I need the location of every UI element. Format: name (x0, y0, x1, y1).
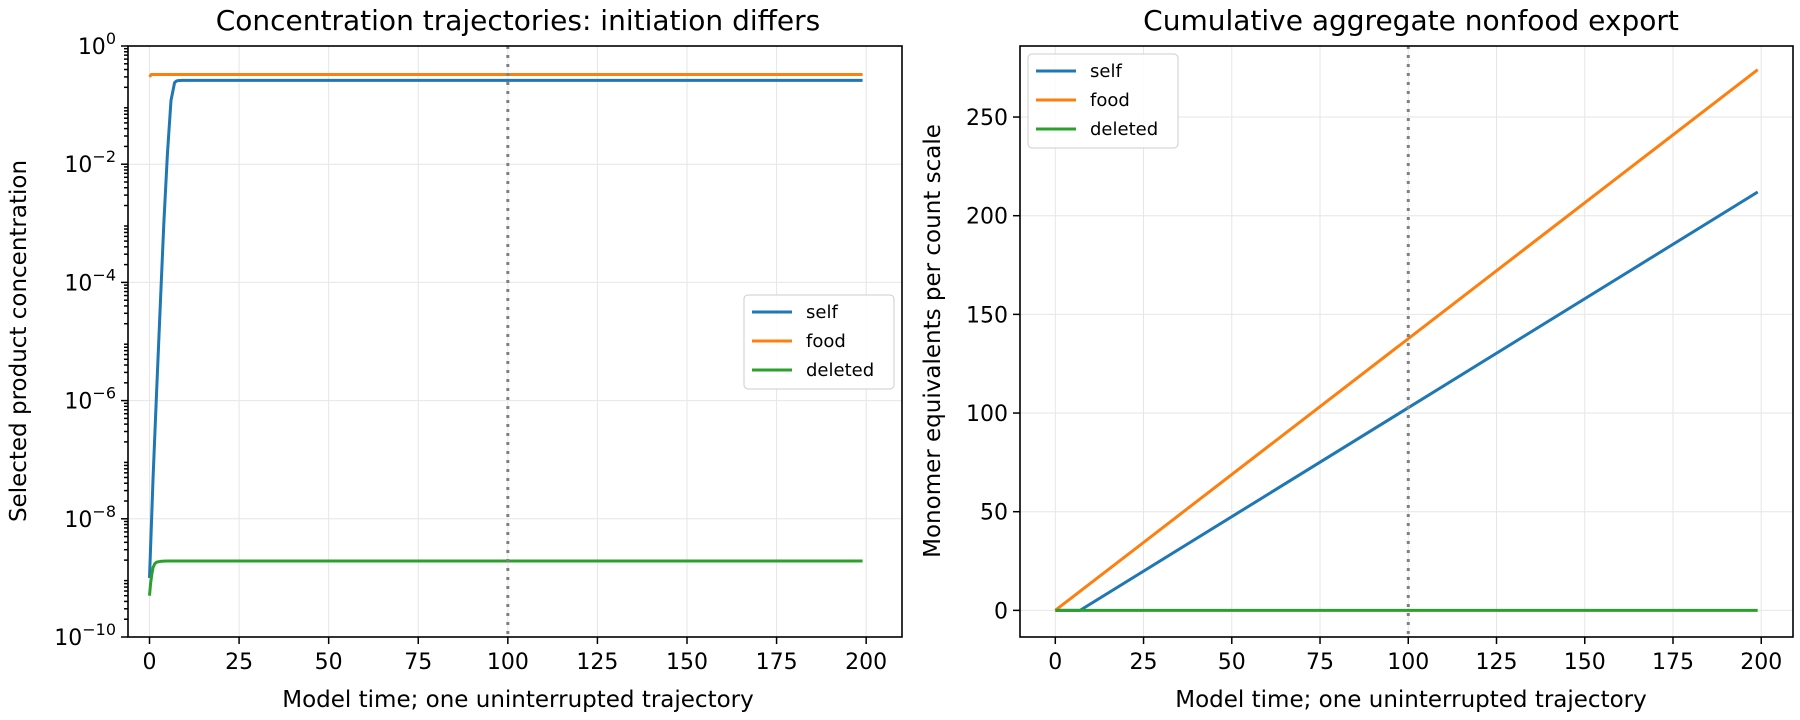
x-tick-label: 75 (404, 650, 432, 675)
legend-box (1027, 53, 1179, 149)
chart-title: Concentration trajectories: initiation d… (216, 4, 821, 37)
x-tick-label: 125 (1476, 650, 1518, 675)
legend-label-self: self (806, 302, 838, 323)
x-tick-label: 175 (756, 650, 798, 675)
series-line-self (1055, 190, 1759, 612)
x-tick-label: 150 (666, 650, 708, 675)
series-line-food (148, 72, 863, 78)
x-tick-label: 200 (845, 650, 887, 675)
y-tick-label: 100 (78, 29, 116, 60)
y-tick-label: 10−8 (64, 502, 116, 533)
y-tick-label: 200 (966, 205, 1008, 230)
y-tick-label: 100 (966, 402, 1008, 427)
x-axis-label: Model time; one uninterrupted trajectory (1175, 687, 1646, 713)
legend-label-deleted: deleted (806, 360, 874, 381)
x-tick-label: 75 (1306, 650, 1334, 675)
x-tick-label: 175 (1652, 650, 1694, 675)
y-tick-label: 250 (966, 106, 1008, 131)
y-tick-label: 10−10 (54, 620, 116, 651)
x-tick-label: 100 (487, 650, 529, 675)
series-line-self (148, 78, 863, 578)
legend: self food deleted (1027, 53, 1179, 149)
plot-frame (1019, 45, 1794, 638)
y-axis-label: Monomer equivalents per count scale (920, 124, 946, 558)
plot-frame (127, 45, 903, 638)
x-tick-label: 50 (1218, 650, 1246, 675)
x-tick-label: 50 (315, 650, 343, 675)
x-tick-label: 25 (1130, 650, 1158, 675)
y-tick-label: 10−4 (64, 265, 116, 296)
y-axis-label: Selected product concentration (6, 160, 32, 522)
cumulative-export-chart: Cumulative aggregate nonfood export Mode… (920, 4, 1794, 713)
legend-label-food: food (806, 331, 846, 352)
y-tick-label: 10−2 (64, 147, 116, 178)
legend-label-self: self (1090, 61, 1122, 82)
legend: self food deleted (743, 294, 895, 390)
concentration-chart: Concentration trajectories: initiation d… (6, 4, 903, 713)
y-tick-label: 0 (994, 599, 1008, 624)
x-tick-label: 125 (576, 650, 618, 675)
series-line-deleted (148, 559, 863, 596)
plot-area (1054, 46, 1759, 637)
grid (1020, 46, 1793, 637)
series-line-food (1054, 68, 1759, 612)
legend-label-food: food (1090, 90, 1130, 111)
legend-label-deleted: deleted (1090, 119, 1158, 140)
legend-box (743, 294, 895, 390)
y-tick-label: 10−6 (64, 384, 116, 415)
plot-area (148, 46, 863, 637)
x-tick-label: 0 (1048, 650, 1062, 675)
grid (128, 45, 902, 638)
x-axis-label: Model time; one uninterrupted trajectory (282, 687, 753, 713)
x-tick-label: 25 (225, 650, 253, 675)
x-tick-label: 100 (1387, 650, 1429, 675)
y-tick-label: 50 (980, 501, 1008, 526)
x-tick-label: 200 (1740, 650, 1782, 675)
chart-title: Cumulative aggregate nonfood export (1143, 4, 1679, 37)
x-tick-label: 0 (143, 650, 157, 675)
x-tick-label: 150 (1564, 650, 1606, 675)
y-tick-label: 150 (966, 303, 1008, 328)
